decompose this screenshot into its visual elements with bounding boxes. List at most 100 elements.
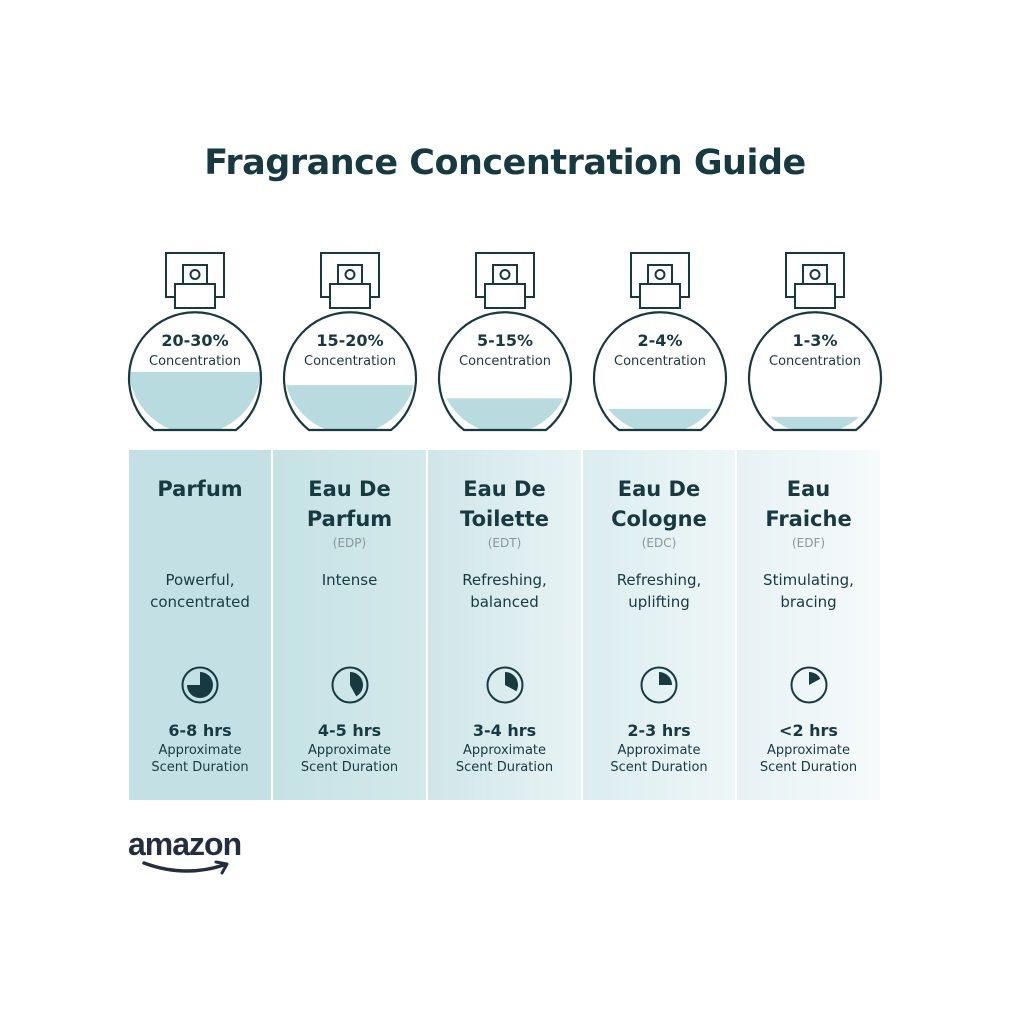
- perfume-bottle: 1-3% Concentration: [740, 248, 890, 434]
- fragrance-name: Eau De Cologne: [583, 474, 735, 534]
- name-line: Parfum: [306, 507, 393, 531]
- liquid-fill: [594, 408, 726, 430]
- fragrance-description: Stimulating, bracing: [737, 569, 880, 613]
- page-title: Fragrance Concentration Guide: [204, 143, 806, 183]
- bottle-graphic: 2-4% Concentration: [592, 252, 728, 432]
- name-line: Eau De: [308, 477, 391, 501]
- liquid-fill: [749, 416, 881, 430]
- description-line: uplifting: [628, 593, 690, 611]
- clock-pie-icon: [640, 666, 678, 704]
- fragrance-description: Intense: [273, 569, 426, 591]
- fragrance-name: Eau De Parfum: [273, 474, 426, 534]
- name-line: Eau De: [617, 477, 701, 501]
- clock-ring: [640, 666, 678, 704]
- fragrance-abbreviation: (EDF): [791, 536, 826, 550]
- clock-pie-icon: [790, 666, 827, 704]
- duration-wedge: [349, 672, 363, 697]
- clock-pie-icon: [181, 666, 219, 704]
- concentration-label: Concentration: [149, 354, 241, 369]
- fragrance-description: Powerful, concentrated: [129, 569, 271, 613]
- fragrance-abbreviation: (EDT): [487, 536, 522, 550]
- duration-label: Approximate Scent Duration: [583, 742, 735, 776]
- duration-label-line: Scent Duration: [151, 760, 249, 775]
- bottle-graphic: 5-15% Concentration: [437, 252, 573, 432]
- description-line: Stimulating,: [763, 571, 854, 589]
- fragrance-column: Eau Fraiche (EDF) Stimulating, bracing <…: [737, 450, 880, 800]
- duration-label-line: Approximate: [617, 743, 701, 758]
- name-line: Cologne: [611, 507, 707, 531]
- duration-label-line: Approximate: [766, 743, 851, 758]
- bottle-graphic: 20-30% Concentration: [127, 252, 263, 432]
- logo-text: amazon: [128, 826, 242, 862]
- clock-ring: [181, 666, 219, 704]
- duration-label-line: Approximate: [158, 743, 242, 758]
- concentration-value: 20-30%: [161, 331, 228, 350]
- liquid-fill: [284, 385, 416, 430]
- description-line: Powerful,: [165, 571, 235, 589]
- description-line: concentrated: [150, 593, 250, 611]
- liquid-fill: [129, 371, 261, 430]
- duration-label-line: Scent Duration: [300, 760, 399, 775]
- duration-label: Approximate Scent Duration: [273, 742, 426, 776]
- fragrance-column: Eau De Toilette (EDT) Refreshing, balanc…: [428, 450, 581, 800]
- description-line: Refreshing,: [462, 571, 547, 589]
- fragrance-column: Parfum Powerful, concentrated 6-8 hrs Ap…: [129, 450, 271, 800]
- name-line: Fraiche: [765, 507, 852, 531]
- duration-value: 4-5 hrs: [317, 721, 382, 740]
- fragrance-column: Eau De Cologne (EDC) Refreshing, uplifti…: [583, 450, 735, 800]
- duration-label: Approximate Scent Duration: [129, 742, 271, 776]
- name-line: Toilette: [460, 507, 549, 531]
- amazon-smile-icon: [142, 860, 229, 875]
- name-line: Parfum: [157, 477, 243, 501]
- concentration-value: 5-15%: [477, 331, 533, 350]
- fragrance-description: Refreshing, uplifting: [583, 569, 735, 613]
- duration-value: 3-4 hrs: [472, 721, 537, 740]
- duration-label: Approximate Scent Duration: [428, 742, 581, 776]
- concentration-label: Concentration: [614, 354, 706, 369]
- perfume-bottle: 2-4% Concentration: [585, 248, 735, 434]
- fragrance-abbreviation: (EDC): [641, 536, 677, 550]
- fragrance-name: Eau De Toilette: [428, 474, 581, 534]
- amazon-logo: amazon: [128, 826, 268, 878]
- fragrance-name: Parfum: [129, 474, 271, 504]
- bottle-graphic: 1-3% Concentration: [747, 252, 883, 432]
- description-line: Intense: [321, 571, 378, 589]
- description-line: balanced: [470, 593, 539, 611]
- fragrance-description: Refreshing, balanced: [428, 569, 581, 613]
- name-line: Eau: [786, 477, 831, 501]
- duration-label-line: Scent Duration: [455, 760, 554, 775]
- duration-label: Approximate Scent Duration: [737, 742, 880, 776]
- duration-value: 2-3 hrs: [627, 721, 691, 740]
- clock-ring: [331, 666, 368, 704]
- description-line: Refreshing,: [616, 571, 702, 589]
- duration-label-line: Scent Duration: [759, 760, 858, 775]
- duration-label-line: Approximate: [307, 743, 392, 758]
- perfume-bottle: 20-30% Concentration: [120, 248, 270, 434]
- concentration-label: Concentration: [769, 354, 861, 369]
- concentration-value: 15-20%: [316, 331, 383, 350]
- bottle-graphic: 15-20% Concentration: [282, 252, 418, 432]
- clock-pie-icon: [331, 666, 368, 704]
- fragrance-name: Eau Fraiche: [737, 474, 880, 534]
- duration-label-line: Approximate: [462, 743, 547, 758]
- duration-wedge: [808, 672, 820, 685]
- name-line: Eau De: [463, 477, 546, 501]
- perfume-bottle: 5-15% Concentration: [430, 248, 580, 434]
- clock-ring: [790, 666, 827, 704]
- duration-wedge: [504, 672, 518, 692]
- concentration-label: Concentration: [304, 354, 396, 369]
- duration-value: <2 hrs: [779, 721, 838, 740]
- concentration-value: 1-3%: [793, 331, 838, 350]
- concentration-label: Concentration: [459, 354, 551, 369]
- duration-wedge: [187, 672, 213, 698]
- fragrance-column: Eau De Parfum (EDP) Intense 4-5 hrs Appr…: [273, 450, 426, 800]
- duration-value: 6-8 hrs: [168, 721, 232, 740]
- clock-pie-icon: [486, 666, 523, 704]
- clock-ring: [486, 666, 523, 704]
- perfume-bottle: 15-20% Concentration: [275, 248, 425, 434]
- duration-label-line: Scent Duration: [610, 760, 708, 775]
- duration-wedge: [659, 672, 672, 685]
- concentration-value: 2-4%: [638, 331, 683, 350]
- description-line: bracing: [780, 593, 837, 611]
- fragrance-abbreviation: (EDP): [332, 536, 367, 550]
